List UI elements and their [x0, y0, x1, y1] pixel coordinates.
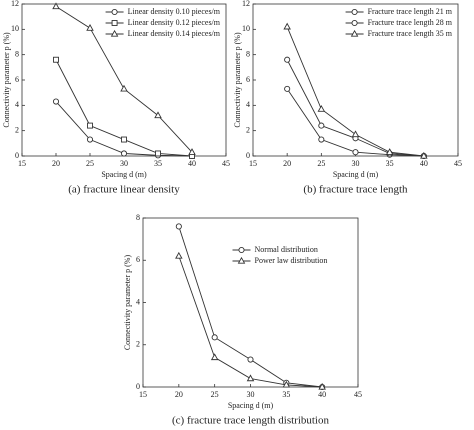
x-tick-label: 25: [86, 159, 94, 168]
y-tick-label: 8: [15, 49, 19, 58]
x-axis-label: Spacing d (m): [333, 170, 379, 179]
y-tick-label: 4: [15, 100, 19, 109]
x-tick-label: 45: [222, 159, 230, 168]
legend-marker: [237, 256, 246, 264]
legend-marker: [111, 8, 118, 16]
y-tick-label: 0: [246, 151, 250, 160]
marker: [87, 122, 93, 129]
x-tick-label: 30: [247, 390, 255, 399]
legend-label: Linear density 0.12 pieces/m: [128, 18, 221, 27]
y-tick-label: 2: [136, 340, 140, 349]
x-tick-label: 20: [283, 159, 291, 168]
legend-marker: [111, 20, 118, 26]
x-tick-label: 30: [352, 159, 360, 168]
legend-label: Fracture trace length 21 m: [368, 7, 453, 16]
marker: [175, 223, 182, 230]
marker: [282, 380, 291, 388]
y-tick-label: 6: [246, 75, 250, 84]
caption: (c) fracture trace length distribution: [172, 415, 329, 427]
series-line: [178, 255, 323, 388]
y-tick-label: 2: [246, 125, 250, 134]
x-tick-label: 25: [317, 159, 325, 168]
y-tick-label: 10: [242, 24, 250, 33]
marker: [86, 136, 94, 143]
marker: [155, 150, 161, 157]
legend-marker: [110, 29, 119, 37]
x-axis-label: Spacing d (m): [228, 401, 274, 410]
x-axis-label: Spacing d (m): [101, 170, 147, 179]
x-tick-label: 35: [386, 159, 394, 168]
marker: [420, 151, 428, 159]
marker: [318, 122, 325, 129]
series-line: [55, 101, 193, 157]
legend-label: Linear density 0.14 pieces/m: [128, 29, 221, 38]
marker: [53, 56, 59, 63]
marker: [351, 130, 360, 138]
x-tick-label: 30: [120, 159, 128, 168]
marker: [52, 98, 60, 105]
legend-label: Fracture trace length 35 m: [368, 29, 453, 38]
x-tick-label: 45: [454, 159, 462, 168]
marker: [318, 382, 326, 390]
marker: [385, 148, 394, 155]
marker: [318, 136, 325, 143]
x-tick-label: 40: [420, 159, 428, 168]
x-tick-label: 40: [318, 390, 326, 399]
marker: [284, 56, 291, 63]
y-tick-label: 0: [136, 382, 140, 391]
x-tick-label: 35: [154, 159, 162, 168]
legend-marker: [351, 19, 358, 27]
legend-label: Normal distribution: [255, 245, 318, 254]
marker: [284, 85, 291, 92]
y-tick-label: 4: [136, 297, 140, 306]
y-tick-label: 2: [15, 125, 19, 134]
marker: [210, 353, 219, 361]
y-axis-label: Connectivity parameter p (%): [233, 32, 242, 128]
marker: [317, 105, 326, 112]
x-tick-label: 45: [354, 390, 362, 399]
y-tick-label: 4: [246, 100, 250, 109]
legend-marker: [351, 8, 358, 16]
x-tick-label: 35: [282, 390, 290, 399]
y-tick-label: 8: [136, 213, 140, 222]
x-tick-label: 15: [249, 159, 257, 168]
y-tick-label: 8: [246, 49, 250, 58]
marker: [120, 84, 128, 92]
series-line: [286, 59, 424, 157]
y-tick-label: 12: [242, 0, 250, 8]
x-tick-label: 15: [18, 159, 26, 168]
marker: [175, 251, 183, 259]
marker: [86, 23, 94, 31]
x-tick-label: 20: [175, 390, 183, 399]
y-axis-label: Connectivity parameter p (%): [2, 32, 11, 128]
marker: [120, 150, 128, 157]
y-axis-label: Connectivity parameter p (%): [123, 255, 132, 351]
y-tick-label: 0: [15, 151, 19, 160]
x-tick-label: 20: [52, 159, 60, 168]
marker: [352, 149, 359, 156]
x-tick-label: 25: [211, 390, 219, 399]
legend-marker: [238, 246, 245, 254]
legend-label: Power law distribution: [255, 256, 328, 265]
y-tick-label: 6: [15, 75, 19, 84]
marker: [247, 356, 254, 363]
legend-label: Linear density 0.10 pieces/m: [128, 7, 221, 16]
caption: (b) fracture trace length: [303, 184, 408, 196]
legend-marker: [350, 29, 359, 37]
legend-label: Fracture trace length 28 m: [368, 18, 453, 27]
caption: (a) fracture linear density: [68, 184, 180, 196]
marker: [246, 374, 255, 382]
x-tick-label: 40: [188, 159, 196, 168]
marker: [283, 22, 291, 30]
y-tick-label: 12: [11, 0, 19, 8]
y-tick-label: 10: [11, 24, 19, 33]
y-tick-label: 6: [136, 255, 140, 264]
x-tick-label: 15: [139, 390, 147, 399]
marker: [121, 136, 127, 143]
marker: [154, 111, 162, 119]
marker: [52, 2, 60, 10]
marker: [188, 148, 196, 155]
marker: [211, 334, 218, 341]
